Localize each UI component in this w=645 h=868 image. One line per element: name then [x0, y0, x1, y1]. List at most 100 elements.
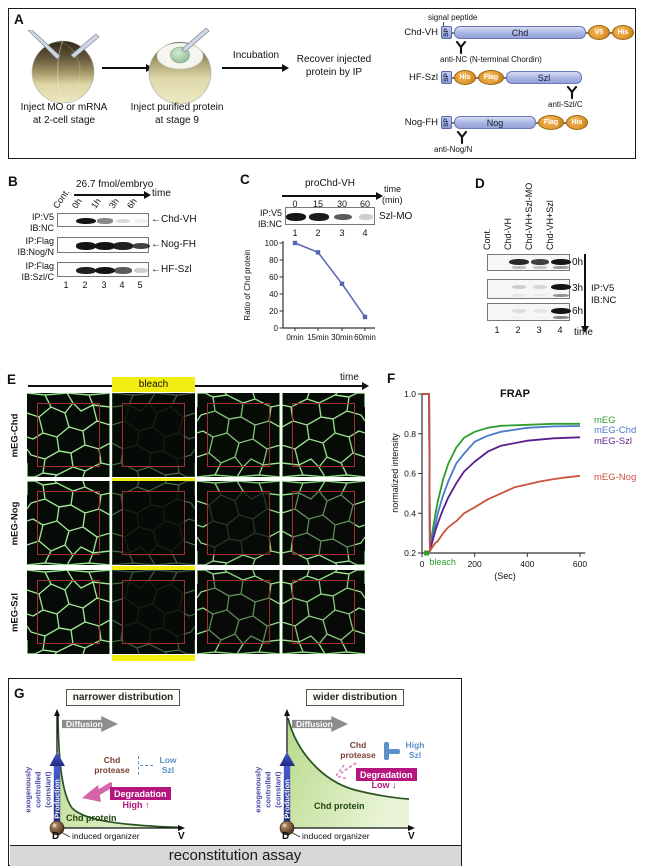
- svg-text:20: 20: [269, 307, 278, 316]
- signal-peptide-label: signal peptide: [428, 13, 478, 22]
- szl-domain: Szl: [506, 71, 582, 84]
- low-szl-label: Low Szl: [159, 755, 177, 776]
- sp-domain: SP: [441, 116, 452, 129]
- band-target-label: ←Nog-FH: [151, 239, 197, 250]
- protein-band: [530, 259, 550, 265]
- lane-label: 3h: [106, 196, 121, 211]
- prochd-header: proChd-VH: [304, 178, 356, 189]
- svg-text:0.8: 0.8: [404, 429, 416, 439]
- protein-band: [533, 317, 546, 319]
- protein-band: [95, 242, 115, 250]
- protein-band: [134, 219, 148, 223]
- svg-text:Ratio of Chd protein: Ratio of Chd protein: [243, 249, 252, 320]
- chd-domain: Chd: [454, 26, 586, 39]
- embryo-stage9-illustration: [148, 28, 212, 105]
- needle-icon: [181, 28, 210, 53]
- condition-label: Chd-VH: [503, 217, 513, 250]
- protein-band: [76, 217, 96, 225]
- bleach-banner: bleach: [112, 377, 195, 392]
- protein-band: [512, 309, 526, 313]
- time-arrow: [282, 191, 383, 200]
- lane-number: 2: [515, 325, 521, 335]
- svg-text:0.4: 0.4: [404, 508, 416, 518]
- exogenous-note: exogenously controlled (constant): [253, 766, 282, 813]
- protein-band: [511, 284, 527, 290]
- construct-name: Chd-VH: [404, 27, 438, 38]
- frap-image-cell: [282, 393, 365, 477]
- dorsal-axis-label: D: [282, 831, 290, 842]
- flow-arrow: [222, 63, 289, 72]
- lane-label: Cont.: [50, 187, 72, 211]
- step1-caption: Inject MO or mRNA at 2-cell stage: [20, 102, 108, 126]
- ventral-axis-label: V: [408, 831, 415, 842]
- protein-band: [533, 294, 547, 297]
- chd-protein-label: Chd protein: [314, 801, 365, 811]
- svg-text:60min: 60min: [354, 333, 376, 342]
- lane-number: 3: [101, 280, 107, 290]
- svg-text:600: 600: [573, 559, 587, 569]
- lane-label: 0h: [69, 196, 84, 211]
- frap-image-cell: [27, 393, 110, 477]
- protein-band: [334, 213, 352, 221]
- needle-icon: [70, 33, 100, 59]
- construct-name: Nog-FH: [404, 117, 438, 128]
- wider-distribution-title: wider distribution: [306, 689, 404, 706]
- ip-ib-label: IP:Flag IB:Szl/C: [21, 261, 54, 282]
- incubation-label: Incubation: [232, 50, 280, 61]
- svg-text:200: 200: [468, 559, 482, 569]
- time-unit: (min): [382, 195, 403, 205]
- ip-ib-label: IP:Flag IB:Nog/N: [17, 236, 54, 257]
- legend-entry: mEG-Nog: [594, 472, 636, 483]
- svg-text:bleach: bleach: [429, 557, 456, 567]
- lane-number: 5: [137, 280, 143, 290]
- construct-name: HF-Szl: [408, 72, 438, 83]
- svg-text:15min: 15min: [307, 333, 329, 342]
- protein-band: [552, 316, 570, 319]
- sp-domain: SP: [441, 26, 452, 39]
- svg-text:60: 60: [269, 273, 278, 282]
- protein-band: [512, 316, 526, 319]
- protein-band: [113, 242, 133, 250]
- time-arrow-vertical: [580, 254, 589, 333]
- his-tag: His: [612, 25, 634, 40]
- flag-tag: Flag: [478, 70, 504, 85]
- protein-band: [553, 266, 569, 269]
- time-label: time: [384, 184, 402, 194]
- time-point-label: 30: [336, 199, 347, 209]
- lane-label: 1h: [88, 196, 103, 211]
- antibody-icon: [456, 131, 468, 144]
- flag-tag: Flag: [538, 115, 564, 130]
- high-szl-label: High Szl: [405, 740, 425, 761]
- western-blot: [285, 207, 375, 225]
- svg-text:400: 400: [520, 559, 534, 569]
- signal-peptide-pointer: [443, 22, 444, 26]
- antibody-icon: [566, 86, 578, 99]
- condition-label: Chd-VH+Szl-MO: [524, 182, 534, 250]
- exogenous-note: exogenously controlled (constant): [23, 766, 52, 813]
- panel-f-label: F: [387, 371, 396, 386]
- degradation-badge: Degradation: [356, 768, 417, 781]
- degradation-level: Low ↓: [371, 780, 397, 790]
- recover-caption: Recover injected protein by IP: [296, 54, 372, 78]
- frap-image-cell: [197, 570, 280, 654]
- protein-band: [511, 266, 527, 269]
- frap-row-label: mEG-Chd: [9, 413, 21, 458]
- ip-ib-label: IP:V5 IB:NC: [257, 208, 282, 229]
- protein-band: [76, 242, 96, 250]
- diffusion-arrow: Diffusion: [62, 716, 118, 732]
- panel-a-box: [8, 8, 636, 159]
- timepoint-label: 3h: [572, 283, 584, 294]
- lane-number: 1: [63, 280, 69, 290]
- inhibition-tbar-dashed: [138, 756, 139, 775]
- ventral-axis-label: V: [178, 831, 185, 842]
- svg-text:40: 40: [269, 290, 278, 299]
- band-target-label: ←HF-Szl: [151, 263, 192, 275]
- chd-protein-label: Chd protein: [66, 813, 117, 823]
- time-arrow: [74, 190, 151, 199]
- his-tag: His: [454, 70, 476, 85]
- frap-chart: FRAP 0.2 0.4 0.6 0.8 1.0 0 200 400 600 normalized …: [390, 388, 636, 581]
- lane-number: 2: [315, 228, 321, 238]
- timepoint-label: 0h: [572, 256, 584, 268]
- protein-band: [533, 285, 547, 289]
- degradation-arrow-weak: [334, 762, 357, 780]
